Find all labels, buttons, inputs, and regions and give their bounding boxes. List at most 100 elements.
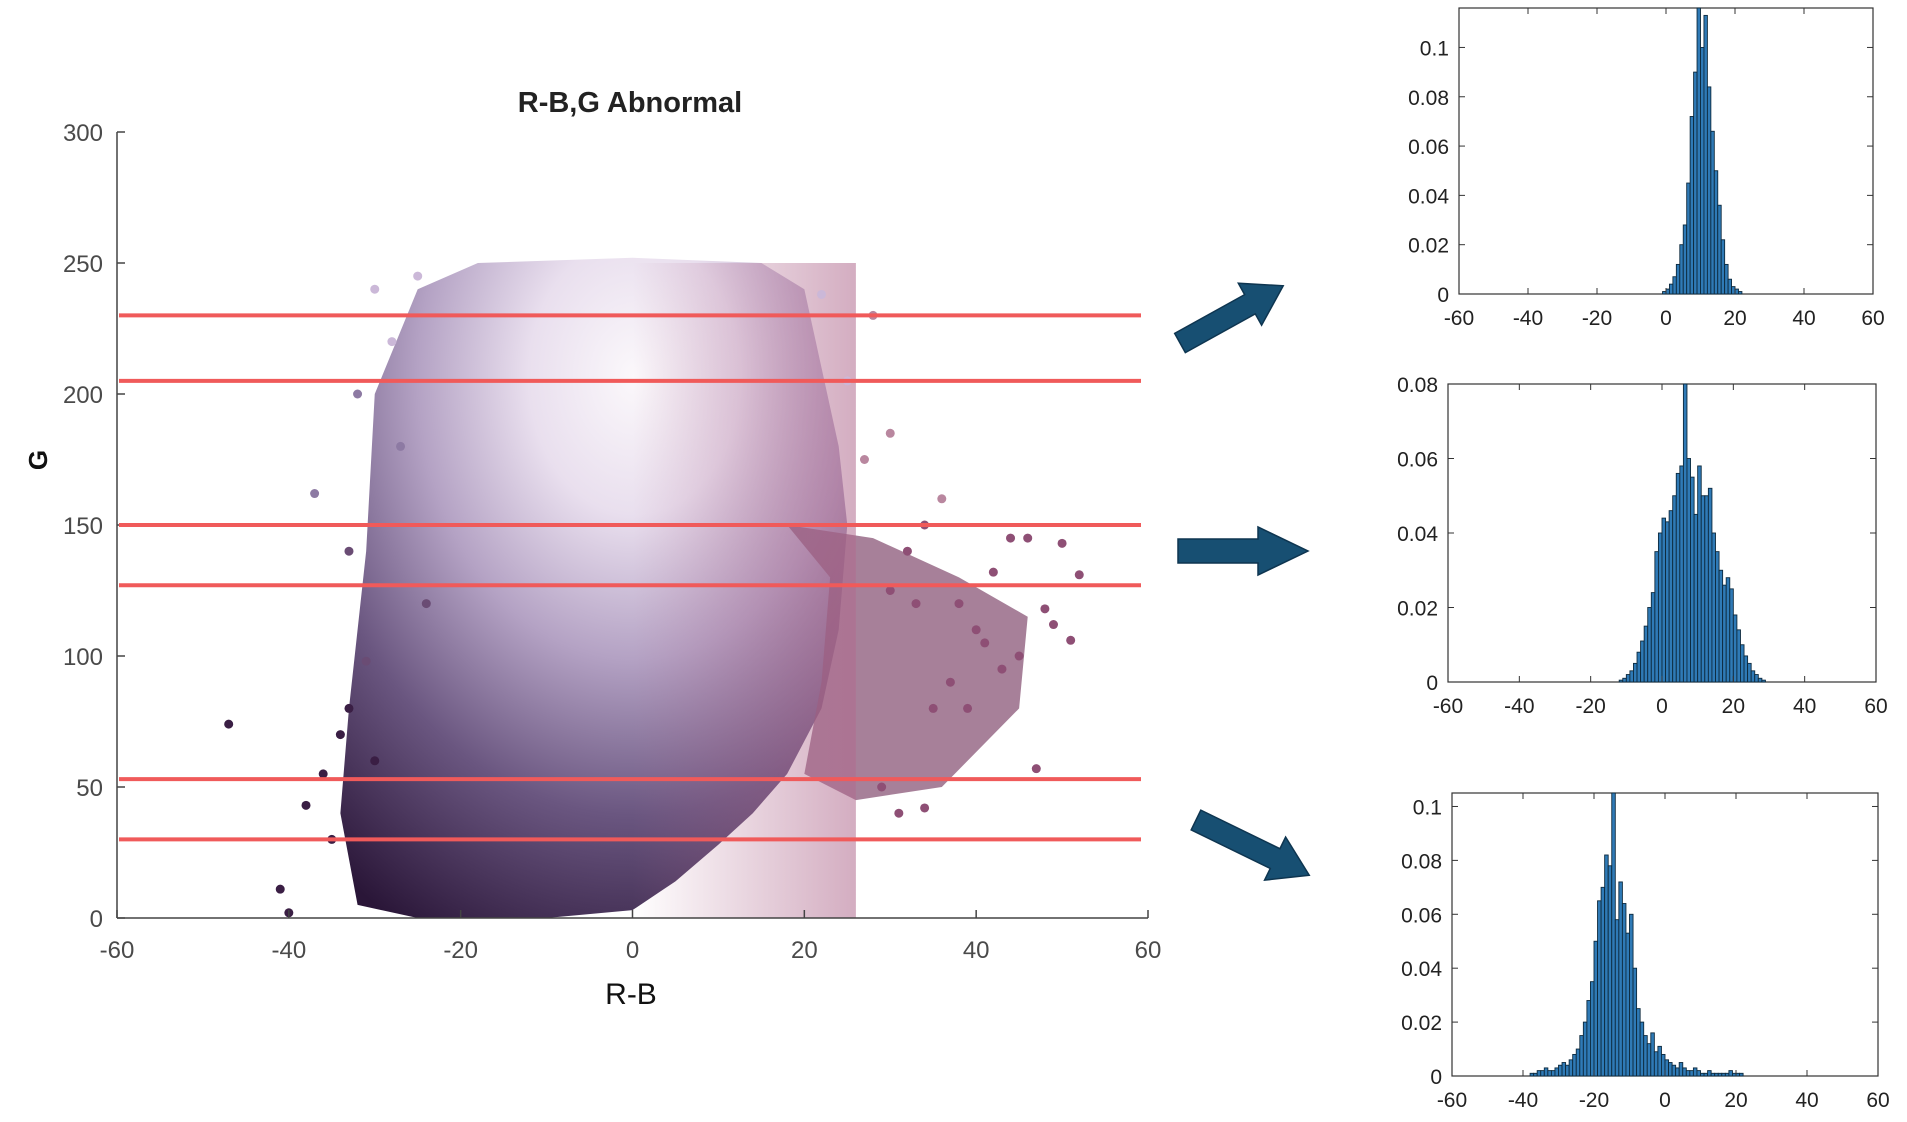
histogram-bar — [1668, 510, 1674, 683]
histogram-frame — [1451, 792, 1879, 1077]
histogram-bar — [1703, 14, 1708, 295]
y-tick-label: 0.08 — [1397, 374, 1438, 397]
histogram-bar — [1703, 1072, 1709, 1077]
scatter-point — [318, 769, 328, 779]
histogram-bar — [1636, 1008, 1641, 1077]
x-tick-label: 0 — [1660, 307, 1672, 330]
histogram-bar — [1643, 1035, 1648, 1077]
histogram-bar — [1700, 495, 1706, 683]
histogram-bar — [1739, 1072, 1744, 1077]
scatter-point — [911, 599, 921, 609]
scatter-point — [963, 703, 973, 713]
histogram-bar — [1707, 1070, 1712, 1077]
x-tick-label: 60 — [1135, 937, 1162, 964]
x-tick-label: -60 — [1433, 695, 1463, 718]
scatter-point — [1006, 533, 1016, 543]
histogram-bar — [1561, 1062, 1567, 1077]
scatter-point — [1074, 570, 1084, 580]
scatter-point — [361, 656, 371, 666]
x-tick-label: 20 — [1722, 695, 1745, 718]
y-tick-label: 0 — [1430, 1066, 1442, 1089]
scatter-point — [1048, 620, 1058, 630]
histogram-bar — [1704, 495, 1709, 683]
histogram-bar — [1686, 458, 1691, 683]
histogram-bar — [1737, 291, 1743, 295]
histogram-bar — [1689, 116, 1695, 295]
scatter-point — [353, 389, 363, 399]
histogram-bar — [1722, 584, 1727, 683]
histogram-bar — [1727, 278, 1732, 295]
x-tick-label: -20 — [1579, 1089, 1609, 1112]
histogram-bar — [1728, 1070, 1733, 1077]
histogram-bar — [1715, 551, 1720, 683]
histogram-bar — [1647, 607, 1652, 683]
histogram-bar — [1554, 1067, 1559, 1077]
histogram-bar — [1533, 1072, 1538, 1077]
histogram-bar — [1640, 640, 1645, 683]
histogram-bar — [1682, 383, 1688, 683]
histogram-bar — [1724, 263, 1729, 295]
scatter-point — [885, 428, 895, 438]
histogram-bar — [1685, 1070, 1691, 1077]
histogram-bar — [1747, 662, 1752, 683]
y-tick-label: 0.02 — [1408, 235, 1449, 258]
histogram-bar — [1621, 903, 1627, 1077]
histogram-bar — [1625, 674, 1631, 683]
histogram-bar — [1679, 244, 1684, 295]
scatter-point — [997, 664, 1007, 674]
histogram-bar — [1740, 644, 1745, 683]
scatter-point — [1014, 651, 1024, 661]
histogram-bar — [1731, 286, 1736, 295]
histogram-bar — [1589, 981, 1595, 1077]
histogram-bar — [1550, 1070, 1556, 1077]
histogram-bar — [1668, 283, 1674, 295]
histogram-bar — [1529, 1072, 1535, 1077]
scatter-point — [370, 284, 380, 294]
scatter-point — [1023, 533, 1033, 543]
scatter-point — [301, 800, 311, 810]
scatter-point — [413, 271, 423, 281]
histogram-bar — [1700, 1072, 1705, 1077]
histogram-bar — [1582, 1021, 1588, 1077]
scatter-point — [370, 756, 380, 766]
y-tick-label: 0.06 — [1408, 136, 1449, 159]
scatter-point — [335, 730, 345, 740]
histogram-bar — [1754, 674, 1759, 683]
histogram-bar — [1700, 46, 1705, 295]
main-chart-title: R-B,G Abnormal — [518, 87, 742, 119]
scatter-point — [310, 489, 320, 499]
histogram-bar — [1664, 1059, 1669, 1077]
histogram-bar — [1713, 170, 1719, 295]
histogram-bar — [1657, 1045, 1662, 1077]
y-tick-label: 0 — [1426, 672, 1438, 695]
scatter-point — [954, 599, 964, 609]
histogram-bar — [1646, 1043, 1652, 1077]
histogram-bar — [1696, 1070, 1701, 1077]
histogram-bar — [1633, 662, 1638, 683]
histogram-bar — [1689, 1070, 1694, 1077]
histogram-bottom: -60 -40 -20 0 20 40 60 0 0.02 0.04 0.06 0.08 0.1 — [1401, 792, 1890, 1112]
histogram-bar — [1707, 487, 1713, 683]
scatter-point — [344, 546, 354, 556]
scatter-points — [224, 271, 1084, 918]
scatter-point — [275, 884, 285, 894]
histogram-bar — [1657, 532, 1663, 683]
x-tick-label: -20 — [443, 937, 478, 964]
scatter-point — [980, 638, 990, 648]
histogram-bar — [1717, 204, 1722, 295]
histogram-bar — [1568, 1059, 1574, 1077]
histogram-bar — [1729, 588, 1734, 683]
y-tick-label: 200 — [63, 382, 103, 409]
histogram-bar — [1682, 1067, 1687, 1077]
histogram-bar — [1750, 670, 1756, 683]
x-tick-label: -20 — [1575, 695, 1605, 718]
histogram-bar — [1536, 1070, 1542, 1077]
g-band-lines — [119, 313, 1141, 842]
scatter-point — [396, 441, 406, 451]
histogram-bar — [1693, 513, 1699, 683]
histogram-bar — [1636, 651, 1642, 683]
histogram-bar — [1672, 276, 1677, 295]
scatter-point — [1040, 604, 1050, 614]
histogram-bar — [1725, 577, 1731, 683]
